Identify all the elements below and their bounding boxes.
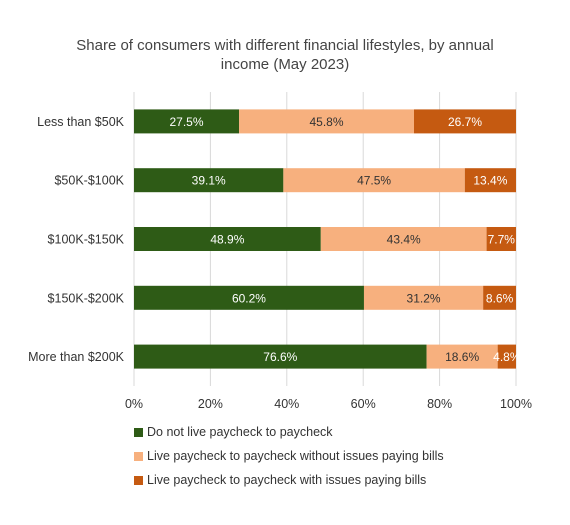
bar-data-label: 26.7% xyxy=(448,115,482,129)
bar-segment xyxy=(134,344,427,369)
chart-title: Share of consumers with different financ… xyxy=(76,37,494,73)
bar-data-label: 60.2% xyxy=(232,291,266,305)
bar-segment xyxy=(486,227,516,251)
bar-segment xyxy=(283,168,465,193)
category-label: More than $200K xyxy=(28,350,125,364)
legend-item: Do not live paycheck to paycheck xyxy=(134,424,554,440)
bar-segment xyxy=(134,109,240,134)
legend-label: Live paycheck to paycheck without issues… xyxy=(147,449,444,463)
bar-data-label: 18.6% xyxy=(445,350,479,364)
category-label: $100K-$150K xyxy=(48,233,125,247)
bar-data-label: 4.8% xyxy=(493,350,521,364)
bar-data-label: 76.6% xyxy=(263,350,297,364)
bar-data-label: 7.7% xyxy=(488,233,516,247)
bar-segment xyxy=(134,168,284,193)
category-label: Less than $50K xyxy=(37,115,125,129)
legend-swatch xyxy=(134,475,143,485)
x-tick-label: 100% xyxy=(500,397,532,411)
legend-item: Live paycheck to paycheck with issues pa… xyxy=(134,472,554,488)
legend-swatch xyxy=(134,427,143,437)
bar-segment xyxy=(426,344,498,369)
category-label: $150K-$200K xyxy=(48,291,125,305)
x-tick-label: 0% xyxy=(125,397,143,411)
bar-segment xyxy=(134,227,321,251)
legend-label: Live paycheck to paycheck with issues pa… xyxy=(147,473,427,487)
x-tick-label: 60% xyxy=(351,397,376,411)
bar-data-label: 47.5% xyxy=(357,174,391,188)
category-label: $50K-$100K xyxy=(54,174,124,188)
x-tick-label: 40% xyxy=(274,397,299,411)
bars: 27.5% 45.8% 26.7% 39.1% 47.5% 13.4% 48.9% 43.4%… xyxy=(134,109,521,369)
legend-label: Do not live paycheck to paycheck xyxy=(147,425,333,439)
category-labels: Less than $50K $50K-$100K $100K-$150K $150K… xyxy=(28,115,125,364)
bar-segment xyxy=(134,285,364,310)
x-tick-label: 80% xyxy=(427,397,452,411)
bar-segment xyxy=(464,168,516,193)
x-tick-label: 20% xyxy=(198,397,223,411)
bar-segment xyxy=(414,109,516,134)
bar-segment xyxy=(483,285,516,310)
bar-data-label: 13.4% xyxy=(473,174,507,188)
legend-swatch xyxy=(134,451,143,461)
bar-data-label: 45.8% xyxy=(310,115,344,129)
x-tick-labels: 0% 20% 40% 60% 80% 100% xyxy=(125,397,532,411)
bar-data-label: 8.6% xyxy=(486,291,514,305)
bar-segment xyxy=(320,227,487,251)
bar-segment xyxy=(239,109,415,134)
bar-data-label: 48.9% xyxy=(210,233,244,247)
legend-item: Live paycheck to paycheck without issues… xyxy=(134,448,554,464)
bar-data-label: 27.5% xyxy=(170,115,204,129)
bar-data-label: 39.1% xyxy=(192,174,226,188)
bar-segment xyxy=(363,285,484,310)
legend: Do not live paycheck to paycheck Live pay… xyxy=(134,424,554,496)
bar-data-label: 43.4% xyxy=(387,233,421,247)
bar-segment xyxy=(497,344,516,369)
bar-data-label: 31.2% xyxy=(407,291,441,305)
